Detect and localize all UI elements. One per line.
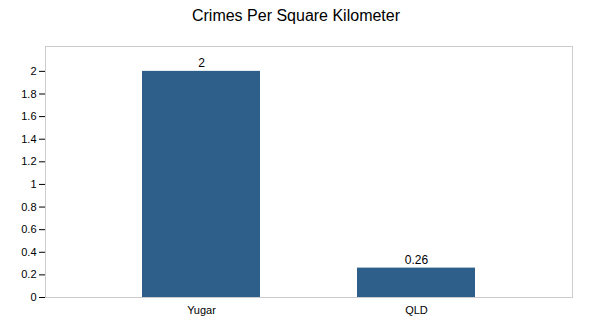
svg-text:2: 2	[30, 65, 36, 77]
svg-text:0.6: 0.6	[21, 223, 36, 235]
svg-text:1: 1	[30, 178, 36, 190]
svg-text:1.2: 1.2	[21, 155, 36, 167]
svg-text:0.26: 0.26	[405, 253, 429, 267]
svg-text:1.4: 1.4	[21, 133, 36, 145]
svg-text:1.8: 1.8	[21, 88, 36, 100]
svg-text:2: 2	[198, 56, 205, 70]
html-text:Crimes Per Square Kilometer: Crimes Per Square Kilometer	[192, 7, 400, 24]
svg-text:Yugar: Yugar	[187, 304, 216, 316]
svg-text:0.4: 0.4	[21, 246, 36, 258]
svg-text:QLD: QLD	[405, 304, 428, 316]
svg-text:0.2: 0.2	[21, 268, 36, 280]
svg-text:0.8: 0.8	[21, 201, 36, 213]
svg-text:1.6: 1.6	[21, 110, 36, 122]
svg-text:0: 0	[30, 291, 36, 303]
